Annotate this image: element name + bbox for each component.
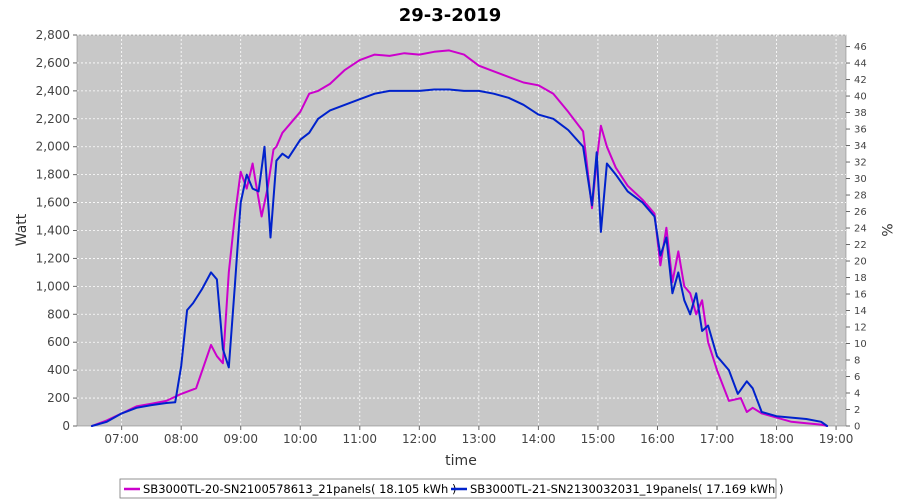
y2-tick-label: 12 <box>854 323 867 334</box>
x-tick-label: 08:00 <box>164 432 199 446</box>
y2-tick-label: 18 <box>854 273 867 284</box>
y2-tick-label: 36 <box>854 125 867 136</box>
x-tick-label: 15:00 <box>581 432 616 446</box>
x-tick-label: 12:00 <box>402 432 437 446</box>
y-tick-label: 1,000 <box>36 279 70 293</box>
x-tick-label: 19:00 <box>819 432 854 446</box>
y2-tick-label: 38 <box>854 108 867 119</box>
y2-tick-label: 26 <box>854 207 867 218</box>
x-tick-label: 10:00 <box>283 432 318 446</box>
legend-box <box>119 478 777 499</box>
y2-tick-label: 4 <box>854 389 860 400</box>
chart-title: 29-3-2019 <box>399 5 502 26</box>
gridlines <box>77 34 846 426</box>
y2-tick-label: 28 <box>854 191 867 202</box>
y2-tick-label: 32 <box>854 158 867 169</box>
y-tick-label: 1,600 <box>36 196 70 210</box>
x-tick-label: 07:00 <box>104 432 139 446</box>
y2-tick-label: 6 <box>854 372 860 383</box>
legend-label-series-2: SB3000TL-21-SN2130032031_19panels( 17.16… <box>470 482 783 496</box>
y2-axis-label: % <box>878 223 894 236</box>
x-tick-label: 11:00 <box>342 432 377 446</box>
y2-tick-label: 40 <box>854 92 867 103</box>
series-line-2 <box>90 88 829 427</box>
y-tick-label: 1,400 <box>36 224 70 238</box>
y2-tick-label: 14 <box>854 306 867 317</box>
y-tick-label: 800 <box>47 307 70 321</box>
series-line-1 <box>90 49 829 427</box>
y2-tick-label: 8 <box>854 356 860 367</box>
y2-tick-label: 46 <box>854 42 867 53</box>
y2-tick-label: 2 <box>854 405 860 416</box>
y-tick-label: 200 <box>47 391 70 405</box>
series-lines <box>90 49 829 427</box>
x-tick-label: 16:00 <box>640 432 675 446</box>
x-tick-label: 17:00 <box>700 432 735 446</box>
y2-tick-label: 20 <box>854 257 867 268</box>
y-tick-label: 600 <box>47 335 70 349</box>
y2-tick-label: 34 <box>854 141 867 152</box>
y-tick-label: 1,800 <box>36 168 70 182</box>
y2-tick-label: 30 <box>854 174 867 185</box>
legend-label-series-1: SB3000TL-20-SN2100578613_21panels( 18.10… <box>143 482 456 496</box>
y-tick-label: 400 <box>47 363 70 377</box>
x-tick-label: 14:00 <box>521 432 556 446</box>
legend: SB3000TL-20-SN2100578613_21panels( 18.10… <box>119 478 783 499</box>
y2-tick-label: 44 <box>854 59 867 70</box>
x-tick-label: 09:00 <box>223 432 258 446</box>
y2-tick-label: 42 <box>854 75 867 86</box>
y-tick-label: 1,200 <box>36 251 70 265</box>
y-tick-label: 2,200 <box>36 112 70 126</box>
y2-tick-label: 0 <box>854 422 860 433</box>
y-tick-label: 2,600 <box>36 56 70 70</box>
y-axis-label: Watt <box>14 213 30 246</box>
y2-tick-label: 10 <box>854 339 867 350</box>
y-tick-label: 0 <box>62 419 70 433</box>
y2-tick-label: 22 <box>854 240 867 251</box>
y-tick-label: 2,400 <box>36 84 70 98</box>
axes: 02004006008001,0001,2001,4001,6001,8002,… <box>36 28 867 446</box>
x-tick-label: 13:00 <box>462 432 497 446</box>
x-tick-label: 18:00 <box>759 432 794 446</box>
y2-tick-label: 16 <box>854 290 867 301</box>
x-axis-label: time <box>445 453 477 469</box>
y-tick-label: 2,000 <box>36 140 70 154</box>
y2-tick-label: 24 <box>854 224 867 235</box>
y-tick-label: 2,800 <box>36 28 70 42</box>
